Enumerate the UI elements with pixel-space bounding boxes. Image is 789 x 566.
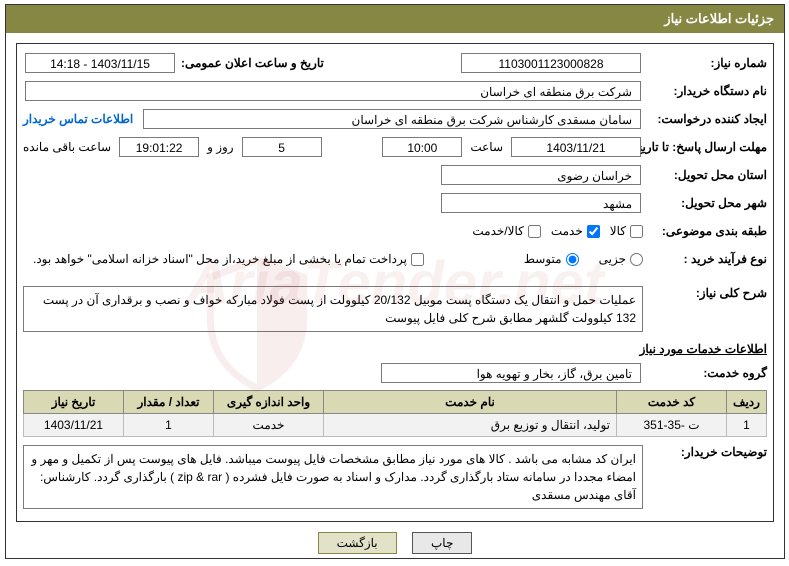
details-panel: جزئیات اطلاعات نیاز AriaTender.net شماره… bbox=[5, 4, 785, 559]
button-row: چاپ بازگشت bbox=[6, 532, 784, 554]
deadline-date: 1403/11/21 bbox=[511, 137, 641, 157]
radio-minor-label: جزیی bbox=[599, 252, 626, 266]
buyer-notes-label: توضیحات خریدار: bbox=[647, 445, 767, 459]
cell-idx: 1 bbox=[727, 414, 767, 437]
requester-label: ایجاد کننده درخواست: bbox=[647, 112, 767, 126]
radio-medium[interactable]: متوسط bbox=[524, 252, 579, 266]
services-table: ردیف کد خدمت نام خدمت واحد اندازه گیری ت… bbox=[23, 390, 767, 437]
deadline-label-1: مهلت ارسال پاسخ: bbox=[672, 140, 767, 154]
description-label: شرح کلی نیاز: bbox=[647, 286, 767, 300]
description-text: عملیات حمل و انتقال یک دستگاه پست موبیل … bbox=[23, 286, 643, 332]
th-qty: تعداد / مقدار bbox=[124, 391, 214, 414]
checkbox-both[interactable]: کالا/خدمت bbox=[472, 224, 540, 238]
cell-qty: 1 bbox=[124, 414, 214, 437]
countdown-time: 19:01:22 bbox=[119, 137, 199, 157]
checkbox-goods-label: کالا bbox=[610, 224, 626, 238]
service-group-value: تامین برق، گاز، بخار و تهویه هوا bbox=[381, 363, 641, 383]
buyer-org-value: شرکت برق منطقه ای خراسان bbox=[25, 81, 641, 101]
buyer-contact-link[interactable]: اطلاعات تماس خریدار bbox=[23, 112, 133, 126]
radio-medium-label: متوسط bbox=[524, 252, 562, 266]
cell-unit: خدمت bbox=[214, 414, 324, 437]
th-row: ردیف bbox=[727, 391, 767, 414]
panel-title: جزئیات اطلاعات نیاز bbox=[6, 5, 784, 33]
table-row: 1 ت -35-351 تولید، انتقال و توزیع برق خد… bbox=[24, 414, 767, 437]
checkbox-service-label: خدمت bbox=[551, 224, 583, 238]
checkbox-service[interactable]: خدمت bbox=[551, 224, 600, 238]
city-label: شهر محل تحویل: bbox=[647, 196, 767, 210]
payment-note-text: پرداخت تمام یا بخشی از مبلغ خرید،از محل … bbox=[33, 252, 407, 266]
back-button[interactable]: بازگشت bbox=[318, 532, 397, 554]
cell-code: ت -35-351 bbox=[617, 414, 727, 437]
checkbox-goods[interactable]: کالا bbox=[610, 224, 643, 238]
requester-value: سامان مسقدی کارشناس شرکت برق منطقه ای خر… bbox=[143, 109, 641, 129]
need-number-label: شماره نیاز: bbox=[647, 56, 767, 70]
buyer-org-label: نام دستگاه خریدار: bbox=[647, 84, 767, 98]
need-number-value: 1103001123000828 bbox=[461, 53, 641, 73]
print-button[interactable]: چاپ bbox=[412, 532, 472, 554]
th-unit: واحد اندازه گیری bbox=[214, 391, 324, 414]
services-section-title: اطلاعات خدمات مورد نیاز bbox=[23, 342, 767, 356]
service-group-label: گروه خدمت: bbox=[647, 366, 767, 380]
days-remaining: 5 bbox=[242, 137, 322, 157]
th-code: کد خدمت bbox=[617, 391, 727, 414]
th-date: تاریخ نیاز bbox=[24, 391, 124, 414]
city-value: مشهد bbox=[441, 193, 641, 213]
time-word: ساعت bbox=[470, 140, 503, 154]
days-word: روز و bbox=[207, 140, 234, 154]
announce-value: 1403/11/15 - 14:18 bbox=[25, 53, 175, 73]
province-label: استان محل تحویل: bbox=[647, 168, 767, 182]
province-value: خراسان رضوی bbox=[441, 165, 641, 185]
buyer-notes-text: ایران کد مشابه می باشد . کالا های مورد ن… bbox=[23, 445, 643, 509]
checkbox-both-label: کالا/خدمت bbox=[472, 224, 523, 238]
checkbox-payment-note[interactable]: پرداخت تمام یا بخشی از مبلغ خرید،از محل … bbox=[33, 252, 424, 266]
deadline-time: 10:00 bbox=[382, 137, 462, 157]
announce-label: تاریخ و ساعت اعلان عمومی: bbox=[181, 56, 324, 70]
radio-minor[interactable]: جزیی bbox=[599, 252, 643, 266]
panel-body: AriaTender.net شماره نیاز: 1103001123000… bbox=[16, 43, 774, 522]
deadline-label: مهلت ارسال پاسخ: تا تاریخ: bbox=[647, 140, 767, 154]
cell-name: تولید، انتقال و توزیع برق bbox=[324, 414, 617, 437]
remaining-word: ساعت باقی مانده bbox=[23, 140, 111, 154]
category-label: طبقه بندی موضوعی: bbox=[647, 224, 767, 238]
th-name: نام خدمت bbox=[324, 391, 617, 414]
table-header-row: ردیف کد خدمت نام خدمت واحد اندازه گیری ت… bbox=[24, 391, 767, 414]
cell-date: 1403/11/21 bbox=[24, 414, 124, 437]
purchase-type-label: نوع فرآیند خرید : bbox=[647, 252, 767, 266]
